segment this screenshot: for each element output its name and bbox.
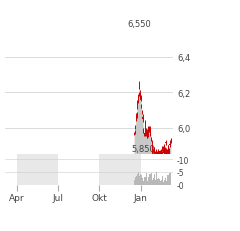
Bar (141, 176, 142, 185)
Bar (137, 174, 138, 185)
Bar (149, 128, 150, 129)
Bar (146, 134, 147, 137)
Bar (160, 152, 161, 153)
Bar (152, 146, 153, 149)
Bar (165, 178, 166, 185)
Bar (154, 153, 155, 155)
Bar (148, 177, 149, 185)
Text: 5,850: 5,850 (132, 145, 155, 154)
Bar (166, 181, 167, 185)
Bar (164, 180, 165, 185)
Bar (157, 179, 158, 185)
Bar (155, 180, 156, 185)
Text: 6,550: 6,550 (127, 20, 151, 29)
Bar (169, 173, 170, 185)
Bar (150, 174, 151, 185)
Bar (143, 181, 144, 185)
Bar (139, 176, 140, 185)
Bar (146, 173, 147, 185)
Bar (137, 105, 138, 106)
Bar (158, 178, 159, 185)
Bar (135, 178, 136, 185)
Bar (156, 172, 157, 185)
Bar (151, 173, 152, 185)
Bar (134, 133, 135, 134)
Bar (138, 94, 139, 95)
Bar (136, 176, 137, 185)
Bar (159, 151, 160, 153)
Bar (167, 150, 168, 152)
Bar (158, 153, 159, 154)
Bar (161, 180, 162, 185)
Bar (159, 179, 160, 185)
Bar (149, 174, 150, 185)
Bar (167, 176, 168, 185)
Bar (17, 155, 58, 185)
Bar (163, 182, 164, 185)
Bar (140, 174, 141, 185)
Bar (162, 176, 163, 185)
Bar (144, 177, 145, 185)
Bar (168, 173, 169, 185)
Bar (99, 155, 141, 185)
Bar (134, 180, 135, 185)
Bar (142, 117, 143, 119)
Bar (163, 149, 164, 153)
Bar (165, 143, 166, 144)
Bar (170, 178, 171, 185)
Bar (148, 130, 149, 131)
Bar (145, 178, 146, 185)
Bar (160, 181, 161, 185)
Bar (143, 129, 144, 131)
Bar (169, 144, 170, 145)
Bar (154, 174, 155, 185)
Bar (135, 127, 136, 128)
Bar (139, 87, 140, 90)
Bar (152, 181, 153, 185)
Bar (153, 179, 154, 185)
Bar (150, 131, 151, 133)
Bar (142, 178, 143, 185)
Bar (156, 153, 157, 155)
Bar (147, 181, 148, 185)
Bar (138, 173, 139, 185)
Bar (140, 96, 141, 101)
Bar (166, 153, 167, 155)
Bar (157, 152, 158, 155)
